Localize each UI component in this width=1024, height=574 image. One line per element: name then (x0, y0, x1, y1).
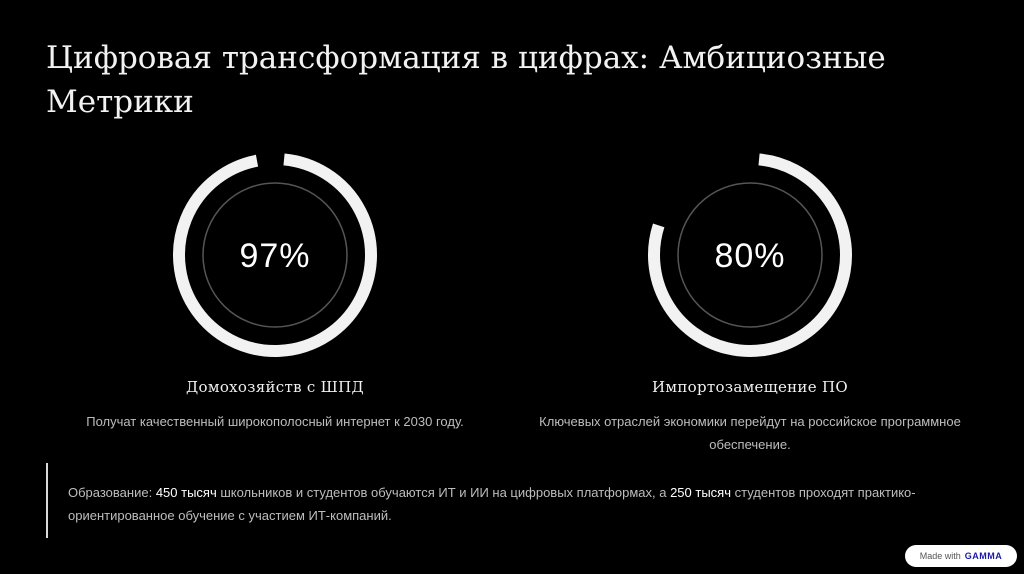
ring-value: 80% (714, 237, 785, 275)
ring-value: 97% (239, 237, 310, 275)
note-text: студентов проходят практико-ориентирован… (68, 485, 916, 523)
ring-inner-circle (677, 182, 823, 328)
gamma-logo: GAMMA (964, 551, 1003, 561)
progress-ring-import: 80% (648, 153, 852, 357)
page-title: Цифровая трансформация в цифрах: Амбицио… (46, 40, 886, 120)
metric-label: Домохозяйств с ШПД (186, 378, 364, 396)
ring-progress-arc (173, 153, 377, 357)
education-note: Образование: 450 тысяч школьников и студ… (46, 463, 946, 538)
metric-import-substitution: 80% Импортозамещение ПО Ключевых отрасле… (530, 150, 970, 456)
metric-label: Импортозамещение ПО (652, 378, 848, 396)
progress-ring-households: 97% (173, 153, 377, 357)
metric-description: Получат качественный широкополосный инте… (86, 414, 464, 429)
note-text: школьников и студентов обучаются ИТ и ИИ… (216, 485, 671, 500)
metric-description: Ключевых отраслей экономики перейдут на … (539, 414, 961, 452)
metric-households: 97% Домохозяйств с ШПД Получат качествен… (55, 150, 495, 433)
note-highlight: 250 тысяч (670, 485, 731, 500)
ring-progress-arc (648, 153, 852, 357)
made-with-gamma-badge[interactable]: Made with GAMMA (905, 545, 1017, 567)
badge-prefix: Made with (919, 551, 961, 561)
ring-inner-circle (202, 182, 348, 328)
note-highlight: 450 тысяч (155, 485, 217, 500)
note-text: Образование: (68, 485, 156, 500)
